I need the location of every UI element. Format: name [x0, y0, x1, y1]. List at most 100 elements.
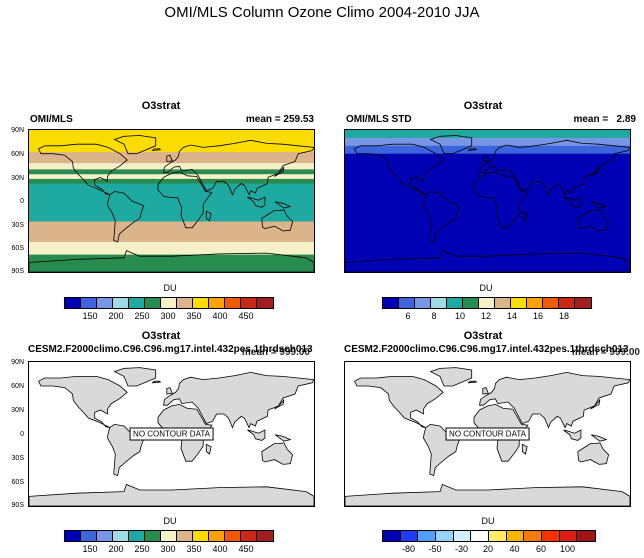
continent-outline [205, 443, 212, 455]
colorbar-tick-label: 8 [431, 311, 437, 321]
continent-outline [106, 191, 145, 243]
colorbar-swatch [209, 531, 225, 541]
lat-tick: 90S [11, 502, 24, 509]
continent-outline [563, 429, 582, 441]
continent-outline [29, 250, 314, 272]
contour-band [29, 191, 314, 213]
colorbar-swatch [97, 531, 113, 541]
panel-title: O3strat [141, 100, 181, 112]
colorbar-swatch [527, 298, 543, 308]
colorbar-swatch [415, 298, 431, 308]
colorbar-swatch [145, 298, 161, 308]
contour-band [345, 145, 630, 155]
contour-band [29, 174, 314, 180]
colorbar-swatch [81, 531, 97, 541]
colorbar-swatch [447, 298, 463, 308]
colorbar-tick-label: 6 [405, 311, 411, 321]
colorbar-tick-label: 300 [160, 311, 176, 321]
panel-omi-mls-std: O3strat OMI/MLS STD mean = 2.89 DU 6 8 10 1… [322, 100, 644, 321]
continent-outline [247, 196, 266, 208]
colorbar-tick-label: 350 [186, 311, 202, 321]
colorbar [382, 530, 596, 542]
colorbar-tick-label: 450 [238, 544, 254, 554]
lat-tick: 30N [11, 175, 24, 182]
lat-tick: 90N [11, 359, 24, 366]
panel-cesm-diff: O3strat CESM2.F2000climo.C96.C96.mg17.in… [322, 330, 644, 558]
colorbar-swatch [193, 531, 209, 541]
lat-tick: 60S [11, 479, 24, 486]
contour-band [345, 137, 630, 147]
panel-left-string: CESM2.F2000climo.C96.C96.mg17.intel.432p… [344, 344, 629, 355]
continent-outline [274, 166, 285, 177]
colorbar-swatch [559, 531, 578, 541]
panel-right-string: mean = 2.89 [573, 114, 636, 125]
colorbar-swatch [506, 531, 525, 541]
colorbar-title: DU [163, 283, 177, 293]
colorbar-tick-label: 400 [212, 544, 228, 554]
colorbar-tick-label: 18 [558, 311, 569, 321]
colorbar-tick-label: 40 [509, 544, 520, 554]
continent-outline [261, 442, 294, 465]
colorbar [64, 297, 274, 309]
panel-left-string: OMI/MLS STD [346, 114, 412, 125]
map-plot: NO CONTOUR DATA [28, 361, 315, 507]
colorbar-tick-label: 250 [134, 311, 150, 321]
contour-band [29, 183, 314, 192]
colorbar-swatch [383, 531, 401, 541]
continent-outline [345, 250, 630, 272]
colorbar-tick-label: 150 [82, 544, 98, 554]
continent-outline [353, 143, 444, 196]
figure-title: OMI/MLS Column Ozone Climo 2004-2010 JJA [164, 4, 480, 21]
colorbar-swatch [241, 298, 257, 308]
colorbar-tick-label: 350 [186, 544, 202, 554]
colorbar-swatch [479, 298, 495, 308]
colorbar-swatch [543, 298, 559, 308]
colorbar-tick-label: 150 [82, 311, 98, 321]
colorbar-swatch [225, 298, 241, 308]
colorbar-swatch [435, 531, 454, 541]
colorbar-swatch [177, 531, 193, 541]
colorbar-tick-label: 450 [238, 311, 254, 321]
continent-outline [205, 210, 212, 222]
colorbar-swatch [225, 531, 241, 541]
continent-outline [166, 154, 173, 163]
colorbar-swatch [257, 531, 273, 541]
map-svg [29, 130, 314, 272]
colorbar-swatch [113, 531, 129, 541]
colorbar-tick-label: 200 [108, 311, 124, 321]
colorbar-swatch [511, 298, 527, 308]
colorbar-tick-label: 250 [134, 544, 150, 554]
colorbar-tick-label: 14 [506, 311, 517, 321]
colorbar-tick-label: 10 [454, 311, 465, 321]
colorbar-title: DU [479, 283, 493, 293]
continent-outline [479, 371, 630, 429]
lat-tick: 90N [11, 127, 24, 134]
contour-band [29, 242, 314, 256]
continent-outline [29, 483, 314, 506]
continent-outline [521, 443, 528, 455]
colorbar-tick-label: 12 [480, 311, 491, 321]
contour-band [29, 130, 314, 153]
lat-tick: 30N [11, 407, 24, 414]
continent-outline [157, 171, 213, 229]
colorbar-swatch [129, 531, 145, 541]
colorbar-swatch [524, 531, 542, 541]
continent-outline [590, 201, 608, 209]
contour-band [29, 163, 314, 170]
panel-left-string: CESM2.F2000climo.C96.C96.mg17.intel.432p… [28, 344, 313, 355]
continent-outline [422, 191, 461, 243]
continent-outline [37, 143, 128, 196]
colorbar-swatch [113, 298, 129, 308]
colorbar-tick-label: 300 [160, 544, 176, 554]
colorbar-swatch [495, 298, 511, 308]
colorbar [64, 530, 274, 542]
contour-band [29, 212, 314, 222]
colorbar-swatch [177, 298, 193, 308]
colorbar-swatch [257, 298, 273, 308]
continent-outline [274, 201, 292, 209]
colorbar-swatch [383, 298, 399, 308]
contour-band [29, 221, 314, 243]
continent-outline [590, 434, 608, 442]
continent-outline [482, 154, 489, 163]
continent-outline [429, 367, 473, 387]
